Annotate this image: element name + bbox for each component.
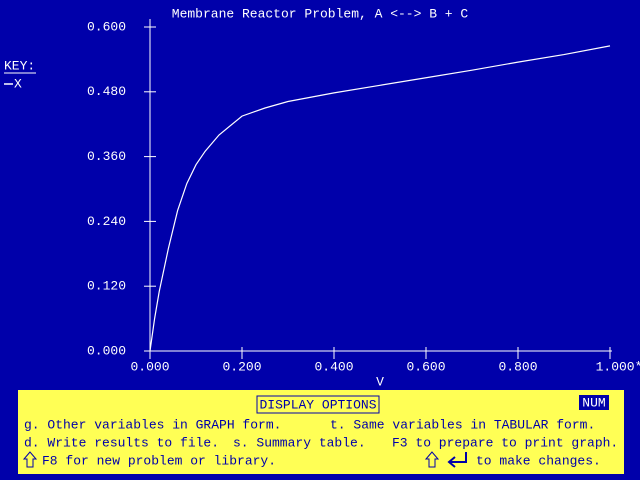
menu-option[interactable]: t. Same variables in TABULAR form. xyxy=(330,417,595,432)
legend-entry: X xyxy=(14,76,22,91)
y-tick-label: 0.600 xyxy=(87,19,126,34)
x-tick-label: 0.400 xyxy=(314,359,353,374)
y-tick-label: 0.480 xyxy=(87,84,126,99)
menu-option[interactable]: g. Other variables in GRAPH form. xyxy=(24,417,281,432)
menu-panel: DISPLAY OPTIONS NUM g. Other variables i… xyxy=(18,390,624,474)
menu-option[interactable]: F3 to prepare to print graph. xyxy=(392,435,618,450)
y-tick-label: 0.360 xyxy=(87,149,126,164)
status: NUM xyxy=(582,395,605,410)
menu-option[interactable]: d. Write results to file. xyxy=(24,435,219,450)
menu-box xyxy=(18,390,624,474)
shift-icon xyxy=(22,451,38,468)
x-tick-label: 0.800 xyxy=(498,359,537,374)
legend-title: KEY: xyxy=(4,58,35,73)
x-tick-label: 0.600 xyxy=(406,359,445,374)
menu-option[interactable]: to make changes. xyxy=(476,453,601,468)
enter-icon xyxy=(447,452,467,468)
status-box xyxy=(579,395,609,410)
y-tick-label: 0.240 xyxy=(87,214,126,229)
x-tick-label: 1.000* xyxy=(596,359,640,374)
x-tick-label: 0.000 xyxy=(130,359,169,374)
menu-header: DISPLAY OPTIONS xyxy=(259,397,376,412)
y-tick-label: 0.000 xyxy=(87,343,126,358)
y-tick-label: 0.120 xyxy=(87,279,126,294)
series-line xyxy=(149,45,611,352)
x-tick-label: 0.200 xyxy=(222,359,261,374)
chart-title: Membrane Reactor Problem, A <--> B + C xyxy=(172,6,469,21)
shift-icon xyxy=(424,451,440,468)
menu-option[interactable]: s. Summary table. xyxy=(233,435,366,450)
x-axis-label: V xyxy=(376,374,384,389)
menu-option[interactable]: F8 for new problem or library. xyxy=(42,453,276,468)
menu-header-box xyxy=(256,395,380,414)
